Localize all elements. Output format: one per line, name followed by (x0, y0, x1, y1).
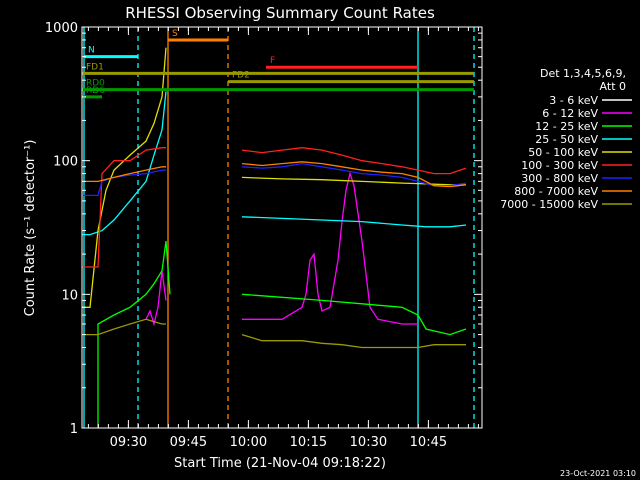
legend-label: 300 - 800 keV (521, 172, 598, 185)
series-line (242, 171, 418, 325)
series-line (82, 169, 166, 197)
flag-label: S (172, 29, 178, 39)
series-line (82, 318, 166, 336)
x-tick-label: 10:15 (290, 435, 327, 450)
x-tick-label: 09:30 (110, 435, 147, 450)
x-axis: 09:30 09:45 10:00 10:15 10:30 10:45 (87, 27, 479, 450)
series-line (82, 91, 167, 236)
flag-label: F (270, 56, 275, 66)
y-axis: 1 10 100 1000 (45, 21, 482, 437)
flag-label: FD1 (86, 62, 104, 72)
y-tick-label: 10 (61, 288, 78, 303)
flag-label: RD0 (86, 79, 105, 89)
flag-label: RD6 (86, 86, 105, 96)
x-tick-label: 10:00 (230, 435, 267, 450)
series-line (82, 346, 151, 390)
legend-label: 50 - 100 keV (528, 146, 598, 159)
legend-label: 3 - 6 keV (549, 94, 598, 107)
legend-label: 6 - 12 keV (542, 107, 598, 120)
y-axis-label: Count Rate (s⁻¹ detector⁻¹) (23, 140, 38, 317)
series-line (145, 270, 167, 327)
x-tick-label: 10:45 (410, 435, 447, 450)
x-axis-label: Start Time (21-Nov-04 09:18:22) (174, 456, 386, 471)
series-line (241, 216, 467, 228)
legend-label: 100 - 300 keV (521, 159, 598, 172)
footer-date: 23-Oct-2021 03:10 (560, 469, 636, 478)
y-tick-label: 100 (53, 155, 78, 170)
series-line (97, 241, 171, 428)
x-tick-label: 10:30 (350, 435, 387, 450)
series-line (241, 179, 402, 389)
y-tick-label: 1000 (45, 21, 78, 36)
series-line (241, 176, 466, 186)
series-line (241, 161, 467, 188)
plot-frame (81, 26, 483, 429)
legend-header: Att 0 (600, 80, 626, 93)
series-line (241, 147, 467, 175)
series-line (82, 47, 167, 308)
legend-label: 25 - 50 keV (535, 133, 598, 146)
markers-layer (83, 27, 475, 428)
series-line (82, 147, 166, 268)
series-layer (82, 47, 467, 428)
x-tick-label: 09:45 (170, 435, 207, 450)
y-tick-label: 1 (70, 422, 78, 437)
series-line (82, 166, 166, 183)
legend-label: 7000 - 15000 keV (500, 198, 598, 211)
legend-label: 12 - 25 keV (535, 120, 598, 133)
series-line (241, 293, 467, 336)
legend-label: 800 - 7000 keV (514, 185, 598, 198)
series-line (241, 333, 466, 349)
flag-label: N (88, 46, 95, 56)
legend-header: Det 1,3,4,5,6,9, (540, 67, 626, 80)
chart-title: RHESSI Observing Summary Count Rates (125, 4, 435, 22)
flag-label: FD2 (232, 71, 250, 81)
series-line (241, 162, 467, 187)
